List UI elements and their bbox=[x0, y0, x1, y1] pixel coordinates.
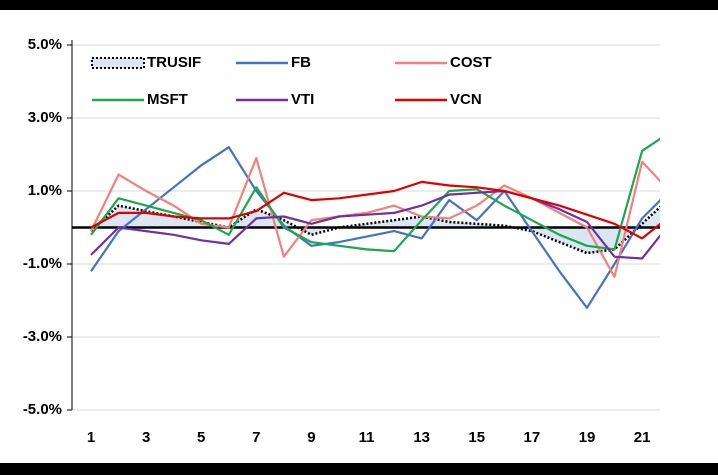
legend-label: VCN bbox=[450, 91, 482, 108]
x-tick-label: 15 bbox=[468, 429, 485, 446]
legend-label: TRUSIF bbox=[147, 54, 201, 71]
x-tick-label: 17 bbox=[524, 429, 541, 446]
legend-label: MSFT bbox=[147, 91, 188, 108]
x-tick-label: 19 bbox=[579, 429, 596, 446]
x-tick-label: 21 bbox=[634, 429, 651, 446]
x-tick-label: 11 bbox=[359, 429, 375, 446]
line bbox=[90, 146, 660, 309]
top-bar bbox=[0, 0, 718, 10]
y-tick-label: 3.0% bbox=[28, 109, 62, 126]
x-tick-label: 7 bbox=[252, 429, 260, 446]
legend-swatch bbox=[91, 57, 145, 69]
legend-label: FB bbox=[291, 54, 311, 71]
y-tick-label: 1.0% bbox=[28, 182, 62, 199]
y-tick-label: -1.0% bbox=[23, 255, 62, 272]
plot bbox=[72, 137, 660, 309]
bottom-bar bbox=[0, 463, 718, 475]
x-tick-label: 3 bbox=[142, 429, 150, 446]
x-tick-label: 5 bbox=[197, 429, 205, 446]
y-tick-label: -3.0% bbox=[23, 328, 62, 345]
legend-label: VTI bbox=[291, 91, 314, 108]
line bbox=[90, 157, 660, 278]
x-tick-label: 1 bbox=[87, 429, 95, 446]
x-tick-label: 9 bbox=[307, 429, 315, 446]
y-tick-label: 5.0% bbox=[28, 36, 62, 53]
line bbox=[90, 180, 660, 240]
y-tick-label: -5.0% bbox=[23, 401, 62, 418]
legend-label: COST bbox=[450, 54, 492, 71]
axes: -5.0%-3.0%-1.0%1.0%3.0%5.0%1 3 5 7 9 11 13 15 17… bbox=[23, 36, 651, 446]
line bbox=[90, 189, 660, 260]
legend: TRUSIF FB COST MSFT VTI VCN bbox=[91, 54, 492, 108]
x-tick-label: 13 bbox=[413, 429, 430, 446]
